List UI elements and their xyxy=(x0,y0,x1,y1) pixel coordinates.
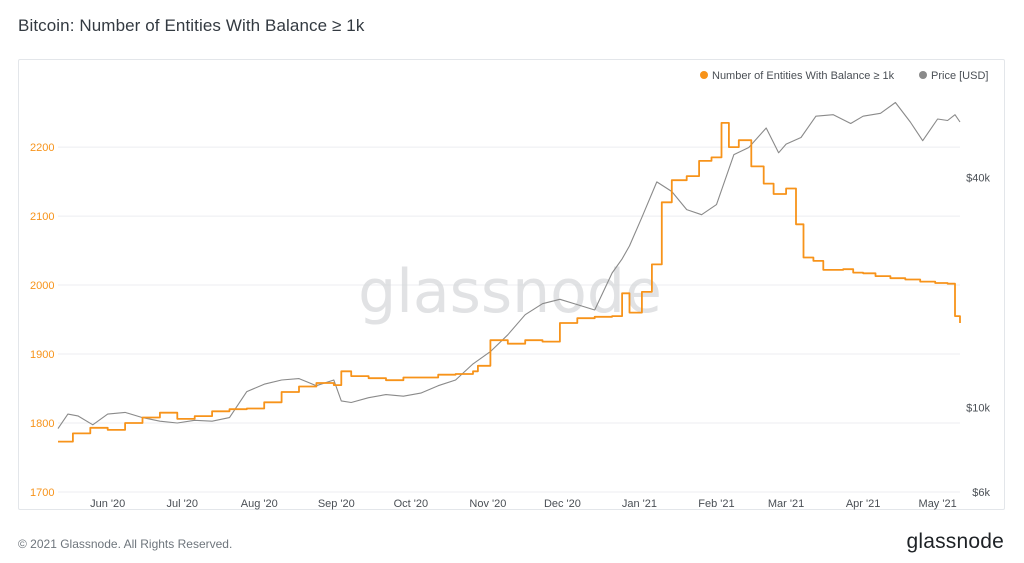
x-tick-label: Aug '20 xyxy=(241,498,278,510)
legend-label-price: Price [USD] xyxy=(931,70,988,82)
legend[interactable]: Number of Entities With Balance ≥ 1k Pri… xyxy=(700,70,988,82)
y-axis-left: 1700 1800 1900 2000 2100 2200 xyxy=(30,142,54,499)
legend-swatch-entities xyxy=(700,71,708,79)
legend-label-entities: Number of Entities With Balance ≥ 1k xyxy=(712,70,895,82)
x-tick-label: Jul '20 xyxy=(167,498,198,510)
x-tick-label: Feb '21 xyxy=(698,498,734,510)
y-left-tick-label: 2100 xyxy=(30,211,54,223)
x-tick-label: Sep '20 xyxy=(318,498,355,510)
series-entities-line xyxy=(58,122,961,443)
x-tick-label: Nov '20 xyxy=(469,498,506,510)
y-left-tick-label: 2200 xyxy=(30,142,54,154)
x-tick-label: Dec '20 xyxy=(544,498,581,510)
x-tick-label: Jun '20 xyxy=(90,498,125,510)
x-tick-label: Apr '21 xyxy=(846,498,881,510)
watermark: glassnode xyxy=(358,257,662,327)
x-tick-label: May '21 xyxy=(919,498,957,510)
x-tick-label: Mar '21 xyxy=(768,498,804,510)
chart-frame xyxy=(18,59,1005,510)
y-right-tick-label: $6k xyxy=(972,487,990,499)
y-left-tick-label: 2000 xyxy=(30,280,54,292)
legend-item-entities[interactable]: Number of Entities With Balance ≥ 1k xyxy=(700,70,895,82)
copyright-text: © 2021 Glassnode. All Rights Reserved. xyxy=(18,537,233,551)
y-axis-right: $6k $10k $40k xyxy=(966,173,990,499)
legend-swatch-price xyxy=(919,71,927,79)
y-left-tick-label: 1700 xyxy=(30,487,54,499)
grid-lines xyxy=(58,146,960,493)
y-left-tick-label: 1900 xyxy=(30,349,54,361)
series-lines xyxy=(57,101,961,443)
glassnode-logo[interactable]: glassnode xyxy=(906,530,1004,553)
series-price-line xyxy=(57,101,961,429)
x-tick-label: Jan '21 xyxy=(622,498,657,510)
x-axis: Jun '20 Jul '20 Aug '20 Sep '20 Oct '20 Nov '… xyxy=(90,498,957,510)
x-tick-label: Oct '20 xyxy=(394,498,429,510)
chart-title: Bitcoin: Number of Entities With Balance… xyxy=(18,16,365,35)
y-left-tick-label: 1800 xyxy=(30,418,54,430)
legend-item-price[interactable]: Price [USD] xyxy=(919,70,988,82)
y-right-tick-label: $10k xyxy=(966,402,990,414)
y-right-tick-label: $40k xyxy=(966,173,990,185)
